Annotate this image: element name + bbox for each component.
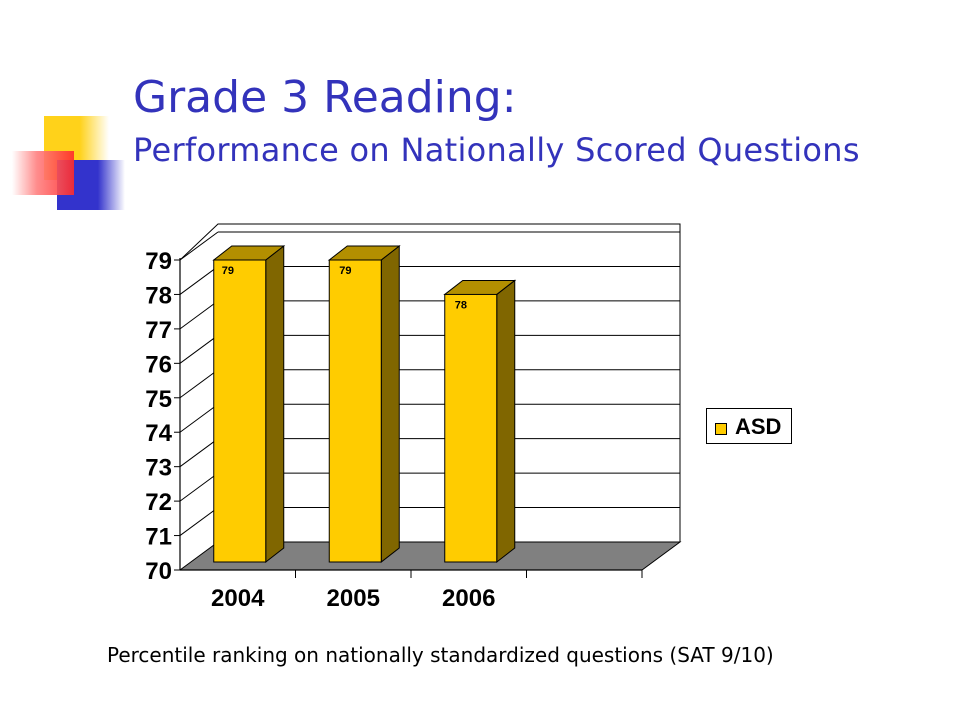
bar-side <box>496 279 516 564</box>
gridline-side <box>179 300 219 330</box>
y-tick-label: 78 <box>145 282 172 309</box>
slide-title: Grade 3 Reading: <box>133 72 517 123</box>
x-tick-label: 2005 <box>327 585 380 612</box>
chart-caption: Percentile ranking on nationally standar… <box>107 643 774 667</box>
y-tick-label: 77 <box>145 317 172 344</box>
gridline-side <box>179 403 219 433</box>
y-tick-label: 79 <box>145 248 172 275</box>
bar-side <box>380 244 400 564</box>
gridline-side <box>179 231 219 261</box>
gridline-side <box>179 266 219 295</box>
y-tick-label: 72 <box>145 489 172 516</box>
bar-side <box>265 244 285 564</box>
data-label: 79 <box>222 265 234 277</box>
bar <box>444 293 498 563</box>
y-tick-label: 71 <box>145 524 172 551</box>
slide-subtitle: Performance on Nationally Scored Questio… <box>133 131 860 169</box>
y-tick-label: 70 <box>145 558 172 585</box>
gridline-side <box>179 369 219 399</box>
legend-label: ASD <box>735 414 782 439</box>
legend-swatch <box>715 423 727 435</box>
chart-legend: ASD <box>706 408 792 444</box>
data-label: 79 <box>339 265 351 277</box>
slide-title-block: Grade 3 Reading: Performance on National… <box>133 72 860 169</box>
gridline-side <box>179 438 219 468</box>
y-tick-label: 75 <box>145 386 172 413</box>
x-tick-label: 2006 <box>442 585 495 612</box>
data-label: 78 <box>455 299 467 311</box>
plot-frame <box>179 223 681 542</box>
y-tick-label: 73 <box>145 455 172 482</box>
gridline-side <box>179 334 219 364</box>
bar <box>213 259 267 563</box>
bar <box>328 259 382 563</box>
decor-red-square <box>12 151 74 195</box>
y-tick-label: 74 <box>145 420 172 447</box>
x-tick-label: 2004 <box>211 585 265 612</box>
gridline-side <box>179 507 219 536</box>
y-tick-label: 76 <box>145 351 172 378</box>
gridline-side <box>179 472 219 502</box>
